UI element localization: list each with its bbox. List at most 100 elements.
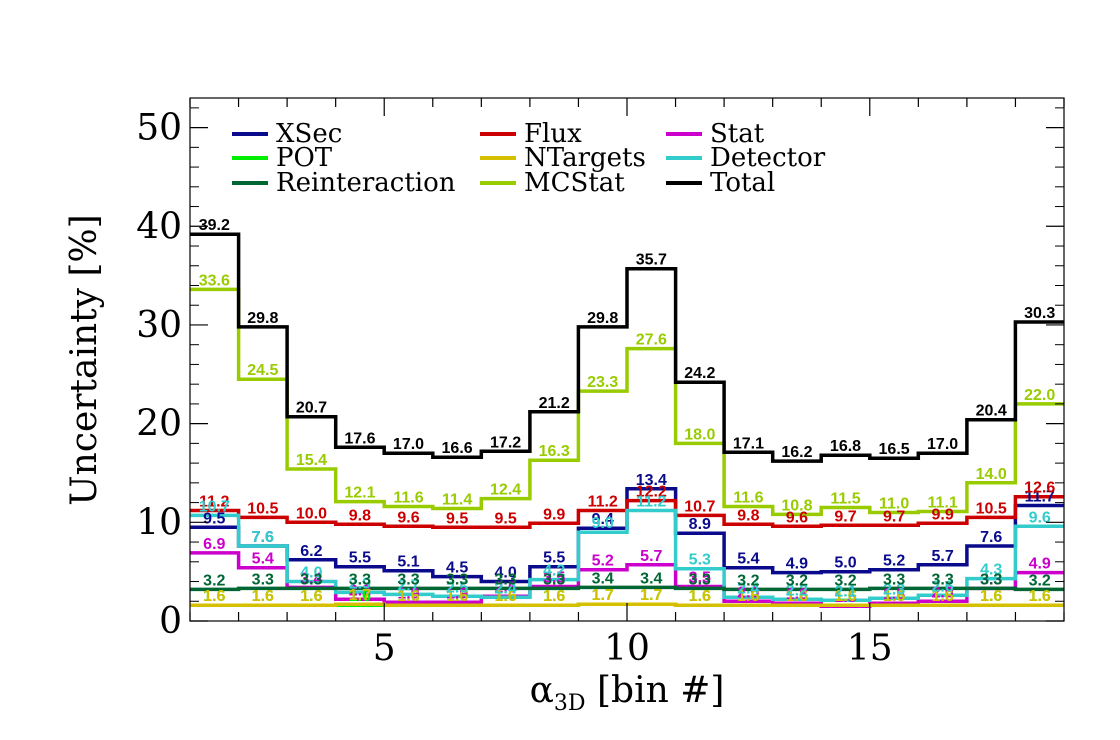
x-axis-label: α3D [bin #] <box>530 670 725 716</box>
data-label-reinteraction: 3.2 <box>737 572 759 589</box>
data-labels-ntargets: 1.6 1.6 1.6 1.7 1.6 1.6 1.6 1.6 1.7 1.7 1.6 1.6 1.6 1… <box>203 587 1051 605</box>
data-label-stat: 4.9 <box>1029 556 1051 573</box>
data-label-flux: 12.2 <box>636 484 667 501</box>
data-label-reinteraction: 3.4 <box>640 570 662 587</box>
data-label-mcstat: 16.3 <box>539 443 570 460</box>
data-label-pot: 1.6 <box>737 588 759 605</box>
data-label-detector: 2.7 <box>397 577 419 594</box>
data-label-detector: 4.3 <box>980 562 1002 579</box>
legend-label: Total <box>710 168 775 198</box>
data-label-flux: 9.9 <box>543 506 565 523</box>
data-label-flux: 9.6 <box>397 509 419 526</box>
series-line-ntargets <box>190 602 1064 607</box>
data-label-layer: 9.5 7.6 6.2 5.5 5.1 4.5 4.0 5.5 9.4 13.4 8.9 5.4 4.9… <box>199 217 1056 606</box>
legend-item-pot: POT <box>232 143 333 173</box>
series-layer <box>190 232 1064 608</box>
data-label-mcstat: 24.5 <box>247 362 278 379</box>
data-label-mcstat: 23.3 <box>587 374 618 391</box>
data-label-reinteraction: 3.2 <box>834 572 856 589</box>
data-label-ntargets: 1.6 <box>397 588 419 605</box>
data-label-stat: 3.3 <box>980 571 1002 588</box>
data-label-flux: 9.7 <box>834 508 856 525</box>
data-label-total: 24.2 <box>684 365 715 382</box>
data-label-pot: 1.6 <box>786 588 808 605</box>
data-label-reinteraction: 3.3 <box>980 571 1002 588</box>
data-label-xsec: 7.6 <box>980 529 1002 546</box>
data-label-ntargets: 1.6 <box>689 588 711 605</box>
legend-item-detector: Detector <box>666 143 826 173</box>
data-label-reinteraction: 3.3 <box>494 571 516 588</box>
data-label-ntargets: 1.7 <box>592 587 614 604</box>
data-label-pot: 1.6 <box>883 588 905 605</box>
data-label-detector: 10.7 <box>199 498 230 515</box>
data-label-reinteraction: 3.3 <box>883 571 905 588</box>
data-label-ntargets: 1.7 <box>640 587 662 604</box>
legend: XSec Flux Stat POT NTargets Detector Reinterac… <box>232 119 826 198</box>
data-label-detector: 9.6 <box>1029 509 1051 526</box>
data-label-reinteraction: 3.3 <box>397 571 419 588</box>
data-label-mcstat: 15.4 <box>296 452 327 469</box>
data-label-pot: 1.6 <box>252 588 274 605</box>
legend-label: POT <box>276 143 333 173</box>
legend-label: Flux <box>524 119 582 149</box>
data-label-ntargets: 1.6 <box>931 588 953 605</box>
data-label-stat: 2.0 <box>737 584 759 601</box>
data-label-flux: 9.5 <box>494 510 516 527</box>
data-label-reinteraction: 3.2 <box>786 572 808 589</box>
x-tick-label: 15 <box>847 628 893 669</box>
data-label-stat: 1.9 <box>446 585 468 602</box>
data-label-ntargets: 1.6 <box>883 588 905 605</box>
data-label-ntargets: 1.6 <box>980 588 1002 605</box>
data-label-ntargets: 1.7 <box>349 587 371 604</box>
data-label-mcstat: 11.0 <box>879 496 909 513</box>
data-label-total: 29.8 <box>587 310 618 327</box>
data-label-total: 17.0 <box>393 436 424 453</box>
data-labels-mcstat: 33.6 24.5 15.4 12.1 11.6 11.4 12.4 16.3 23.3 27.6… <box>199 272 1056 514</box>
data-label-stat: 3.5 <box>543 570 565 587</box>
data-label-detector: 4.0 <box>300 565 322 582</box>
data-label-flux: 10.5 <box>976 500 1007 517</box>
data-label-pot: 1.7 <box>592 587 614 604</box>
data-label-total: 30.3 <box>1024 305 1055 322</box>
data-label-stat: 5.4 <box>252 551 274 568</box>
data-label-stat: 3.5 <box>689 570 711 587</box>
data-label-detector: 2.4 <box>494 580 516 597</box>
series-line-detector <box>190 508 1064 603</box>
data-label-pot: 1.6 <box>689 588 711 605</box>
data-label-reinteraction: 3.3 <box>252 571 274 588</box>
data-label-detector: 2.6 <box>931 578 953 595</box>
data-label-ntargets: 1.6 <box>834 588 856 605</box>
x-axis-label-symbol: α <box>530 670 554 711</box>
data-label-mcstat: 12.4 <box>490 482 521 499</box>
data-label-mcstat: 22.0 <box>1024 387 1055 404</box>
data-label-total: 16.5 <box>879 441 910 458</box>
data-label-pot: 1.6 <box>349 588 371 605</box>
legend-item-flux: Flux <box>480 119 582 149</box>
data-label-pot: 1.6 <box>1029 588 1051 605</box>
data-label-mcstat: 11.6 <box>393 490 423 507</box>
data-label-detector: 4.2 <box>543 563 565 580</box>
y-tick-label: 10 <box>136 502 182 543</box>
data-label-stat: 1.8 <box>883 586 905 603</box>
legend-label: Detector <box>710 143 826 173</box>
legend-item-ntargets: NTargets <box>480 143 646 173</box>
data-label-stat: 5.7 <box>640 548 662 565</box>
y-tick-label: 30 <box>136 305 182 346</box>
data-label-ntargets: 1.6 <box>252 588 274 605</box>
data-label-mcstat: 14.0 <box>976 466 1007 483</box>
data-label-total: 35.7 <box>636 252 667 269</box>
data-label-total: 17.2 <box>490 434 521 451</box>
y-axis-label: Uncertainty [%] <box>64 214 105 505</box>
data-labels-reinteraction: 3.2 3.3 3.3 3.3 3.3 3.3 3.3 3.3 3.4 3.4 3.3 3.2 3.2 3… <box>203 570 1051 589</box>
data-label-xsec: 4.0 <box>494 565 516 582</box>
data-label-xsec: 8.9 <box>689 516 711 533</box>
data-label-xsec: 5.2 <box>883 553 905 570</box>
data-label-total: 21.2 <box>539 395 570 412</box>
data-labels-total: 39.2 29.8 20.7 17.6 17.0 16.6 17.2 21.2 29.8 35.7… <box>199 217 1056 461</box>
data-label-mcstat: 11.1 <box>927 495 957 512</box>
y-tick-label: 0 <box>159 601 182 642</box>
tick-layer: 0 10 20 30 40 50 5 10 15 <box>136 98 1065 669</box>
data-label-xsec: 5.7 <box>931 548 953 565</box>
data-label-reinteraction: 3.3 <box>349 571 371 588</box>
